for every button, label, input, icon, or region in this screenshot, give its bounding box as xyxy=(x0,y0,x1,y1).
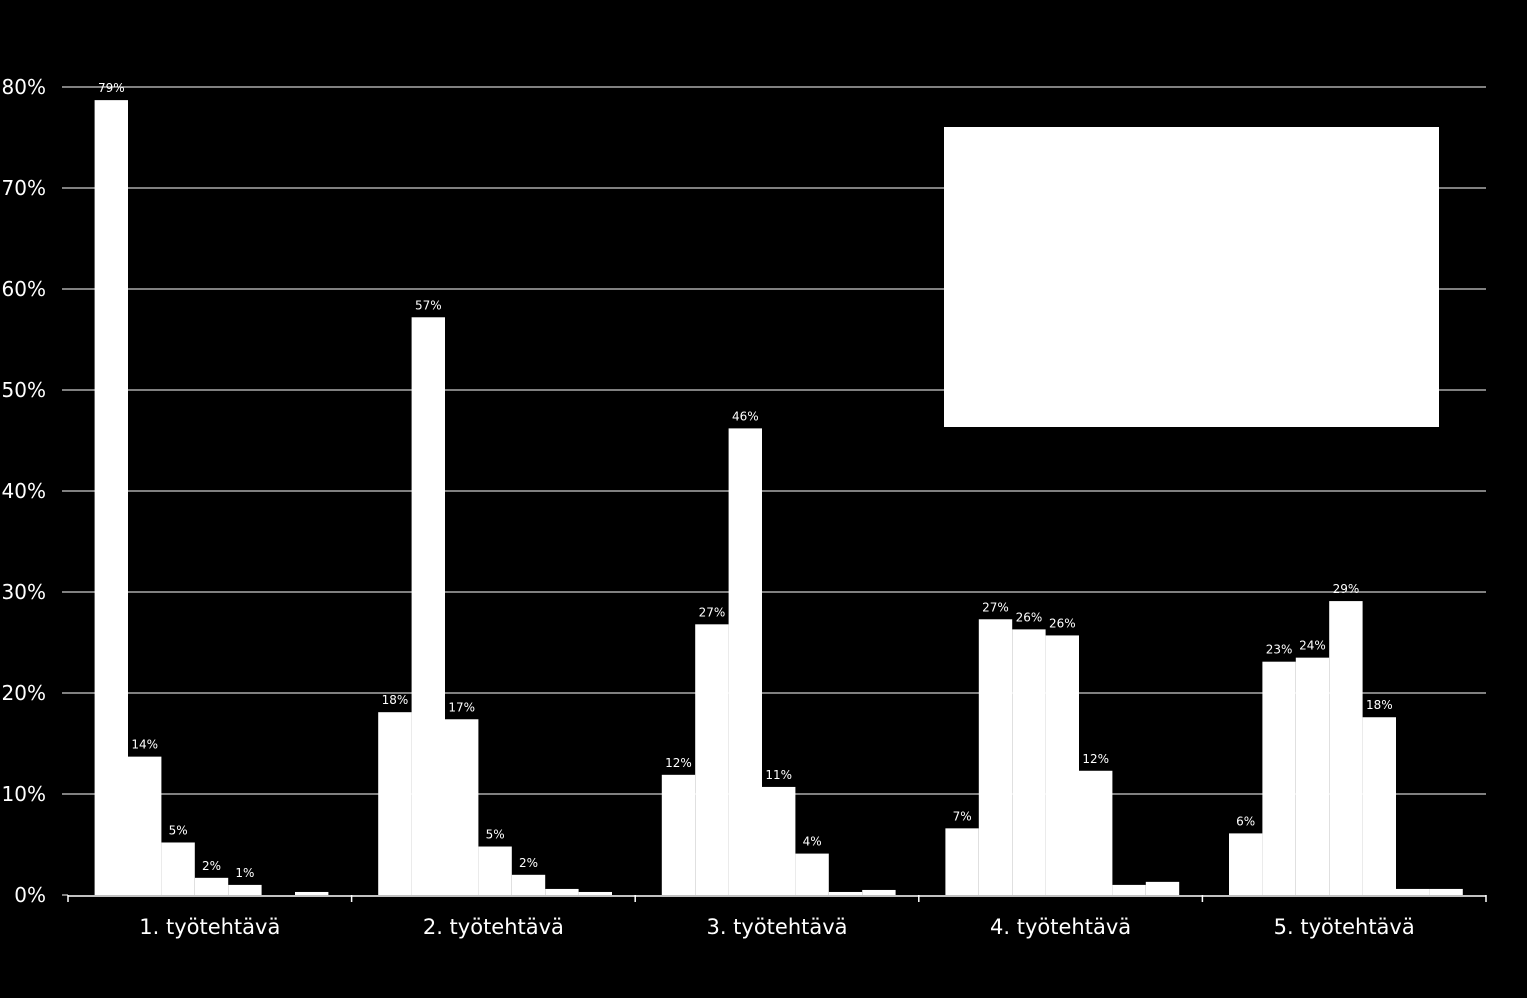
data-label: 7% xyxy=(953,809,972,823)
data-label: 12% xyxy=(665,756,692,770)
bar xyxy=(1429,888,1463,895)
bar xyxy=(795,853,829,895)
bar xyxy=(1229,833,1263,895)
data-labels: 79% 14% 5% 2% 1% 18% 57% 17% 5% 2% 12% 27% 46% 11% 4% 7… xyxy=(98,81,1393,880)
data-label: 29% xyxy=(1333,582,1360,596)
data-label: 1% xyxy=(235,866,254,880)
legend-box xyxy=(944,127,1439,427)
bar xyxy=(128,756,162,895)
data-label: 17% xyxy=(448,700,475,714)
x-category-label: 4. työtehtävä xyxy=(990,915,1131,939)
data-label: 79% xyxy=(98,81,125,95)
y-tick-label: 20% xyxy=(2,681,46,705)
data-label: 18% xyxy=(382,693,409,707)
y-tick-label: 80% xyxy=(2,75,46,99)
bar xyxy=(411,317,445,895)
y-tick-label: 10% xyxy=(2,782,46,806)
bar xyxy=(295,891,329,895)
bar xyxy=(194,877,229,895)
data-label: 6% xyxy=(1236,814,1255,828)
data-label: 26% xyxy=(1016,610,1043,624)
data-label: 2% xyxy=(202,859,221,873)
y-tick-label: 40% xyxy=(2,479,46,503)
bar xyxy=(1145,881,1180,895)
bar xyxy=(228,884,262,895)
category-labels: 1. työtehtävä 2. työtehtävä 3. työtehtävä 4… xyxy=(139,915,1414,939)
bar xyxy=(478,846,512,895)
data-label: 12% xyxy=(1082,752,1109,766)
x-category-label: 2. työtehtävä xyxy=(423,915,564,939)
y-tick-label: 30% xyxy=(2,580,46,604)
bar xyxy=(1012,629,1046,895)
data-label: 5% xyxy=(486,828,505,842)
data-label: 27% xyxy=(699,605,726,619)
bar xyxy=(578,891,612,895)
bar xyxy=(1329,601,1363,895)
bar xyxy=(1262,661,1296,895)
x-category-label: 5. työtehtävä xyxy=(1274,915,1415,939)
y-tick-label: 60% xyxy=(2,277,46,301)
bar xyxy=(978,619,1013,895)
bar xyxy=(161,842,195,895)
bar xyxy=(1079,770,1113,895)
bar xyxy=(728,428,762,895)
bar xyxy=(378,712,412,895)
x-axis xyxy=(62,86,1487,902)
data-label: 24% xyxy=(1299,639,1326,653)
bar xyxy=(695,624,729,895)
gridlines xyxy=(68,86,1486,795)
bar xyxy=(862,889,896,895)
data-label: 14% xyxy=(131,738,158,752)
bar xyxy=(1112,884,1146,895)
data-label: 26% xyxy=(1049,616,1076,630)
x-category-label: 3. työtehtävä xyxy=(706,915,847,939)
bar xyxy=(661,774,696,895)
y-tick-label: 50% xyxy=(2,378,46,402)
data-label: 46% xyxy=(732,409,759,423)
bar xyxy=(945,828,979,895)
bar xyxy=(1045,635,1079,895)
x-category-label: 1. työtehtävä xyxy=(139,915,280,939)
data-label: 27% xyxy=(982,600,1009,614)
bar xyxy=(94,100,128,895)
bar xyxy=(1362,717,1396,895)
data-label: 57% xyxy=(415,298,442,312)
bar xyxy=(762,786,796,895)
bar xyxy=(445,719,479,895)
bar xyxy=(511,874,546,895)
bar xyxy=(545,888,579,895)
y-axis-tick-labels: 0% 10% 20% 30% 40% 50% 60% 70% 80% xyxy=(2,75,46,907)
data-label: 18% xyxy=(1366,698,1393,712)
data-label: 11% xyxy=(765,768,792,782)
y-tick-label: 0% xyxy=(14,883,46,907)
data-label: 23% xyxy=(1266,643,1293,657)
data-label: 5% xyxy=(169,823,188,837)
y-tick-label: 70% xyxy=(2,176,46,200)
data-label: 4% xyxy=(803,835,822,849)
data-label: 2% xyxy=(519,856,538,870)
bar xyxy=(828,891,863,895)
bar xyxy=(1396,888,1430,895)
bars xyxy=(94,100,1463,895)
bar xyxy=(1295,657,1330,895)
